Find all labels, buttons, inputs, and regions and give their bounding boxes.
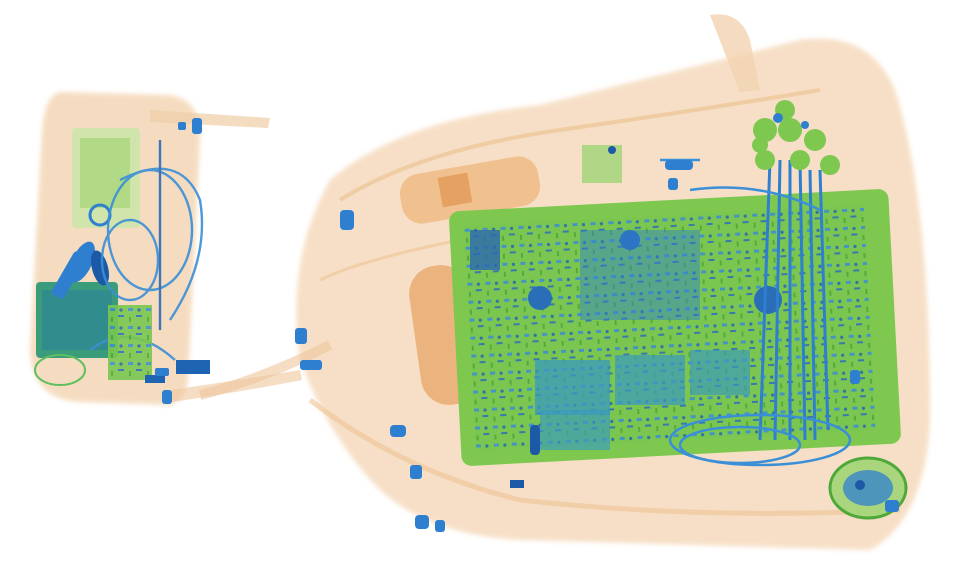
cable-bundle bbox=[660, 100, 852, 467]
keys bbox=[51, 203, 112, 299]
laptop bbox=[449, 189, 901, 488]
zipper-pulls bbox=[155, 118, 899, 532]
small-card bbox=[582, 145, 622, 183]
small-pouch bbox=[30, 92, 302, 405]
pcb-small bbox=[34, 305, 210, 386]
